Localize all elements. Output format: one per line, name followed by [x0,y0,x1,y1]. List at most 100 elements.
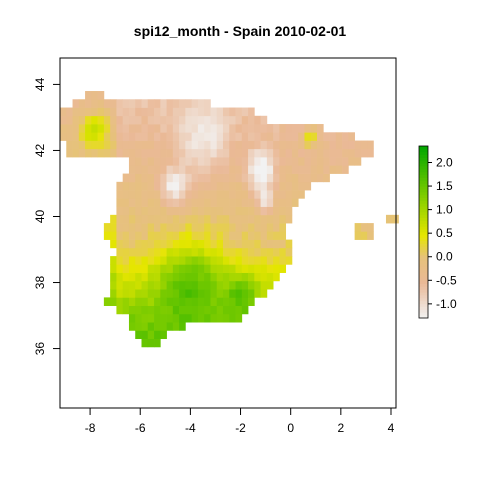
raster-cell [216,107,224,117]
x-tick-label: -6 [135,421,146,435]
raster-cell [97,99,105,108]
raster-cell [285,198,293,207]
raster-cell [154,181,161,191]
raster-cell [179,256,186,265]
legend-color-step [419,260,428,264]
raster-cell [279,198,287,207]
raster-cell [229,173,236,183]
raster-cell [116,132,124,141]
raster-cell [260,231,268,240]
raster-cell [229,231,236,240]
raster-cell [66,148,73,158]
raster-cell [122,223,130,232]
raster-cell [216,206,224,216]
raster-cell [216,115,224,125]
raster-cell [222,206,230,216]
raster-cell [191,165,199,174]
raster-cell [210,214,218,224]
raster-cell [91,115,98,125]
raster-cell [110,140,117,150]
raster-cell [197,280,205,290]
raster-cell [260,223,268,232]
raster-cell [235,223,243,232]
raster-cell [110,280,117,290]
raster-cell [285,124,293,133]
raster-cell [116,247,124,257]
raster-cell [273,132,280,141]
raster-cell [222,124,230,133]
raster-cell [254,247,261,257]
raster-cell [66,132,73,141]
raster-cell [241,107,249,117]
raster-cell [166,140,174,150]
raster-cell [154,231,161,240]
raster-cell [72,99,80,108]
raster-cell [60,124,67,133]
raster-cell [160,124,167,133]
raster-cell [197,107,205,117]
raster-cell [266,256,274,265]
raster-cell [141,272,149,282]
raster-cell [191,181,199,191]
raster-cell [185,214,192,224]
raster-cell [116,140,124,150]
raster-cell [229,165,236,174]
raster-cell [179,181,186,191]
raster-cell [235,272,243,282]
raster-cell [172,297,180,306]
raster-cell [78,99,86,108]
raster-cell [335,132,343,141]
raster-cell [116,223,124,232]
legend-color-step [419,252,428,256]
raster-cell [154,239,161,249]
raster-cell [166,305,174,315]
raster-cell [135,115,142,125]
raster-cell [216,132,224,141]
raster-cell [197,181,205,191]
raster-cell [166,223,174,232]
raster-cell [241,272,249,282]
raster-cell [291,165,299,174]
raster-cell [354,140,362,150]
raster-cell [248,165,255,174]
raster-cell [197,305,205,315]
raster-cell [342,165,349,174]
raster-cell [197,289,205,298]
raster-cell [222,297,230,306]
raster-cell [122,264,130,273]
raster-cell [197,198,205,207]
raster-cell [147,223,155,232]
raster-cell [78,124,86,133]
raster-cell [110,256,117,265]
raster-cell [179,165,186,174]
raster-cell [147,107,155,117]
raster-cell [147,272,155,282]
raster-cell [235,148,243,158]
legend-color-step [419,266,428,270]
raster-cell [103,124,111,133]
raster-cell [185,107,192,117]
raster-cell [304,148,312,158]
raster-cell [197,132,205,141]
raster-cell [166,165,174,174]
raster-cell [229,239,236,249]
raster-cell [154,99,161,108]
raster-cell [254,124,261,133]
raster-cell [166,206,174,216]
raster-cell [185,157,192,166]
raster-cell [122,198,130,207]
raster-cell [116,198,124,207]
raster-cell [241,289,249,298]
legend-color-step [419,249,428,253]
raster-cell [103,107,111,117]
raster-cell [191,99,199,108]
raster-cell [285,132,293,141]
raster-cell [103,231,111,240]
raster-cell [222,173,230,183]
raster-cell [248,214,255,224]
raster-cell [116,115,124,125]
raster-cell [273,165,280,174]
raster-cell [179,148,186,158]
raster-cell [266,247,274,257]
raster-cell [197,247,205,257]
